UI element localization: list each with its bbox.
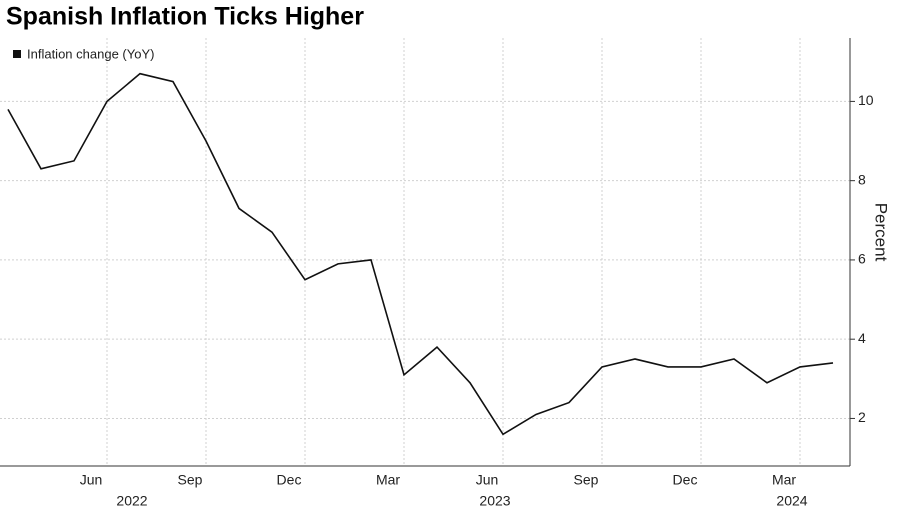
x-tick-label: Sep (574, 472, 599, 488)
y-tick-label: 10 (858, 92, 874, 108)
line-series (7, 72, 834, 436)
x-tick-label: Dec (673, 472, 698, 488)
y-tick-label: 2 (858, 409, 866, 425)
x-tick-label: Jun (80, 472, 103, 488)
x-tick-label: Mar (376, 472, 400, 488)
x-year-label: 2024 (776, 493, 807, 509)
x-tick-label: Dec (277, 472, 302, 488)
y-tick-label: 4 (858, 330, 866, 346)
x-tick-label: Mar (772, 472, 796, 488)
chart-title: Spanish Inflation Ticks Higher (6, 3, 364, 31)
legend-swatch (13, 50, 21, 58)
x-year-label: 2022 (116, 493, 147, 509)
x-tick-label: Sep (178, 472, 203, 488)
x-year-label: 2023 (479, 493, 510, 509)
y-tick-label: 8 (858, 171, 866, 187)
y-tick-label: 6 (858, 251, 866, 267)
y-axis-label: Percent (872, 203, 891, 262)
legend-label: Inflation change (YoY) (27, 46, 154, 61)
x-tick-label: Jun (476, 472, 499, 488)
